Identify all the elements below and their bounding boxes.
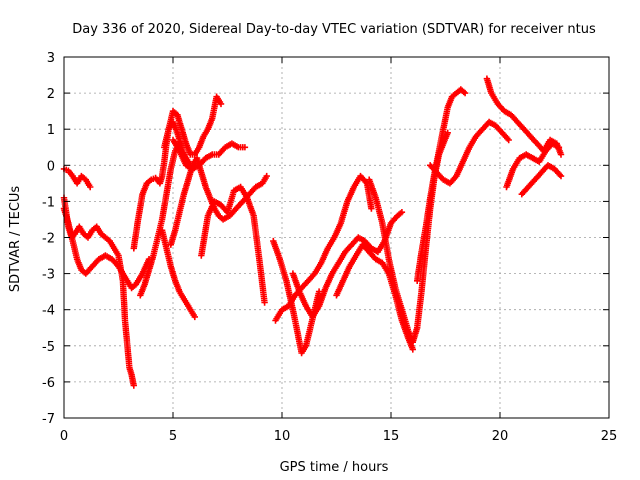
y-tick-label: -4 [42,304,55,319]
y-tick-label: -6 [42,376,55,391]
data-point [130,382,137,389]
series-track-11 [270,237,323,357]
x-tick-label: 20 [492,429,509,444]
data-point [217,100,225,108]
data-point [461,89,469,97]
y-tick-label: -2 [42,232,55,247]
y-tick-label: 3 [47,51,55,66]
data-point [263,172,270,180]
data-point [261,299,268,306]
x-tick-label: 25 [601,429,618,444]
data-point [555,144,563,151]
x-tick-label: 15 [383,429,400,444]
series-track-16 [414,86,469,284]
data-point [241,144,249,151]
series-track-17 [427,118,512,187]
series-track-2 [60,194,137,389]
y-axis-label: SDTVAR / TECUs [8,186,23,293]
series-track-1 [60,165,94,191]
series-track-14 [333,241,416,353]
x-tick-label: 10 [274,429,291,444]
series-track-19 [503,140,563,191]
y-tick-label: 1 [47,123,55,138]
data-point [398,209,406,216]
series-track-6 [161,93,225,158]
series-track-12 [272,172,375,324]
plot-frame [63,56,610,419]
series-track-10 [198,183,268,306]
axes: 0 5 10 15 20 25 -7 -6 -5 -4 -3 -2 -1 0 1 2 3 [42,51,617,444]
data-point [505,136,512,144]
y-tick-label: -3 [42,268,55,283]
data-point [409,346,416,353]
y-tick-label: -5 [42,340,55,355]
data-marks [60,75,565,389]
series-track-3 [60,205,153,292]
series-track-13 [289,209,406,321]
data-point [191,313,198,321]
y-tick-label: 0 [47,159,55,174]
x-tick-label: 0 [60,429,68,444]
data-point [557,151,565,158]
x-axis-label: GPS time / hours [280,460,389,475]
y-tick-label: -7 [42,412,55,427]
y-tick-label: 2 [47,87,55,102]
data-point [87,183,94,191]
series-track-8 [169,136,249,173]
y-tick-label: -1 [42,195,55,210]
chart-title: Day 336 of 2020, Sidereal Day-to-day VTE… [72,22,596,37]
series-track-20 [518,162,565,198]
data-point [368,205,375,212]
x-tick-label: 5 [169,429,177,444]
series-track-7 [158,227,198,321]
data-point [557,172,565,180]
